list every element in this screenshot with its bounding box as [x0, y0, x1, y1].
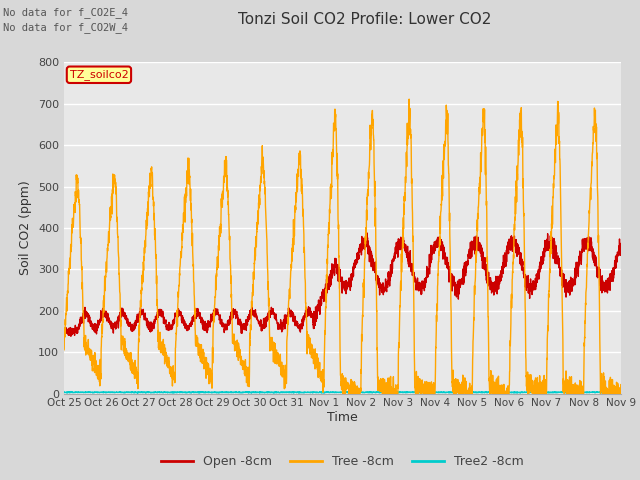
Text: Tonzi Soil CO2 Profile: Lower CO2: Tonzi Soil CO2 Profile: Lower CO2	[238, 12, 492, 27]
Text: No data for f_CO2W_4: No data for f_CO2W_4	[3, 22, 128, 33]
X-axis label: Time: Time	[327, 410, 358, 423]
Y-axis label: Soil CO2 (ppm): Soil CO2 (ppm)	[19, 180, 33, 276]
Text: No data for f_CO2E_4: No data for f_CO2E_4	[3, 7, 128, 18]
Legend: Open -8cm, Tree -8cm, Tree2 -8cm: Open -8cm, Tree -8cm, Tree2 -8cm	[156, 450, 529, 473]
Text: TZ_soilco2: TZ_soilco2	[70, 69, 128, 80]
